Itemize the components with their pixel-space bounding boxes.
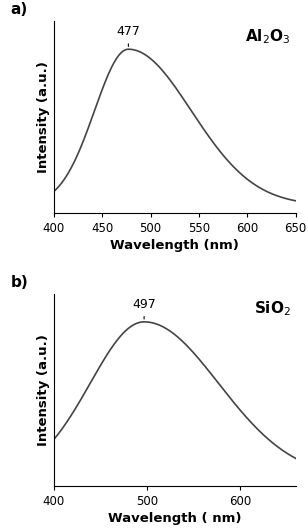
Text: Al$_2$O$_3$: Al$_2$O$_3$	[245, 27, 291, 45]
Text: b): b)	[10, 275, 28, 290]
Y-axis label: Intensity (a.u.): Intensity (a.u.)	[37, 334, 50, 446]
X-axis label: Wavelength ( nm): Wavelength ( nm)	[108, 512, 241, 525]
Text: a): a)	[10, 2, 28, 17]
Text: 497: 497	[132, 298, 156, 319]
Y-axis label: Intensity (a.u.): Intensity (a.u.)	[37, 61, 50, 173]
Text: 477: 477	[116, 25, 140, 46]
X-axis label: Wavelength (nm): Wavelength (nm)	[110, 239, 239, 252]
Text: SiO$_2$: SiO$_2$	[254, 299, 291, 318]
